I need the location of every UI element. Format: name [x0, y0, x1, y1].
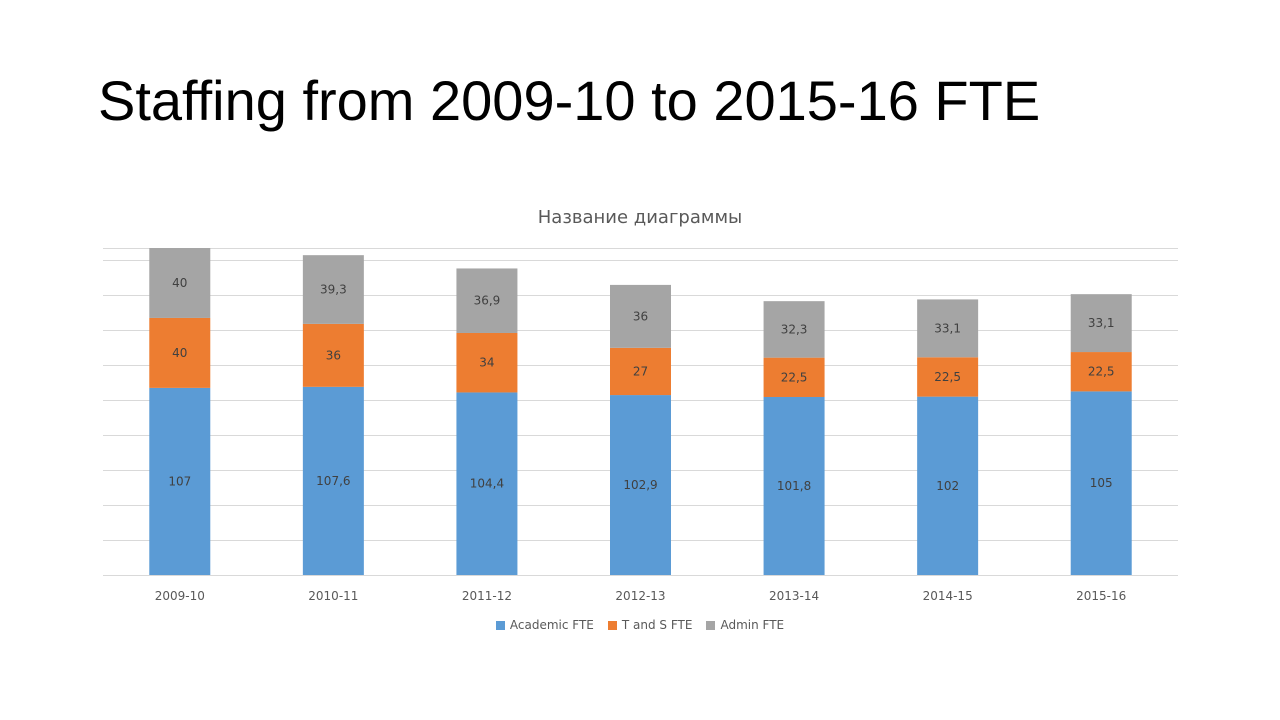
x-tick-label: 2013-14 — [769, 589, 819, 603]
legend-item: T and S FTE — [607, 618, 693, 632]
bar-academic-fte — [1070, 391, 1132, 575]
data-label: 32,3 — [781, 322, 808, 336]
bar-academic-fte — [302, 386, 364, 575]
chart-title: Название диаграммы — [537, 207, 743, 228]
bar-academic-fte — [917, 396, 979, 575]
data-label: 22,5 — [781, 370, 808, 384]
bar-t-and-s-fte — [610, 347, 671, 396]
legend-item: Academic FTE — [495, 618, 594, 632]
legend-label: Admin FTE — [720, 618, 785, 632]
legend-swatch — [495, 620, 505, 630]
data-label: 102,9 — [623, 478, 657, 492]
data-label: 104,4 — [470, 477, 504, 491]
bar-admin-fte — [610, 284, 671, 348]
bar-t-and-s-fte — [456, 332, 518, 393]
bar-admin-fte — [917, 299, 979, 358]
legend-label: Academic FTE — [509, 618, 594, 632]
bar-admin-fte — [302, 255, 364, 324]
x-tick-label: 2011-12 — [462, 589, 512, 603]
bar-academic-fte — [149, 387, 211, 575]
bar-admin-fte — [763, 301, 825, 358]
bar-t-and-s-fte — [302, 323, 364, 387]
bar-t-and-s-fte — [149, 317, 211, 388]
x-tick-label: 2015-16 — [1076, 589, 1126, 603]
slide-title: Staffing from 2009-10 to 2015-16 FTE — [98, 69, 1041, 132]
x-tick-label: 2010-11 — [308, 589, 358, 603]
data-label: 101,8 — [777, 479, 811, 493]
data-label: 39,3 — [320, 283, 347, 297]
bar-admin-fte — [456, 268, 518, 333]
legend-item: Admin FTE — [706, 618, 784, 632]
data-label: 36 — [633, 309, 648, 323]
x-tick-label: 2014-15 — [923, 589, 973, 603]
data-label: 33,1 — [934, 321, 961, 335]
data-label: 102 — [936, 479, 959, 493]
bar-admin-fte — [149, 248, 211, 318]
data-label: 22,5 — [934, 370, 961, 384]
data-label: 36,9 — [474, 294, 501, 308]
data-label: 36 — [326, 348, 341, 362]
bar-t-and-s-fte — [763, 357, 825, 397]
x-tick-label: 2009-10 — [155, 589, 205, 603]
data-label: 22,5 — [1088, 365, 1115, 379]
legend-swatch — [607, 620, 617, 630]
x-tick-label: 2012-13 — [615, 589, 665, 603]
data-label: 34 — [479, 356, 494, 370]
bar-admin-fte — [1070, 294, 1132, 353]
data-label: 107,6 — [316, 474, 350, 488]
data-label: 27 — [633, 364, 648, 378]
legend-label: T and S FTE — [621, 618, 693, 632]
bar-t-and-s-fte — [1070, 352, 1132, 392]
data-label: 40 — [172, 276, 187, 290]
bar-t-and-s-fte — [917, 357, 979, 397]
data-label: 105 — [1090, 476, 1113, 490]
data-label: 107 — [168, 474, 191, 488]
bar-academic-fte — [610, 395, 671, 575]
data-label: 33,1 — [1088, 316, 1115, 330]
bar-academic-fte — [456, 392, 518, 575]
legend-swatch — [706, 620, 716, 630]
chart-legend: Academic FTE T and S FTE Admin FTE — [0, 618, 1280, 632]
data-label: 40 — [172, 346, 187, 360]
bar-academic-fte — [763, 396, 825, 575]
